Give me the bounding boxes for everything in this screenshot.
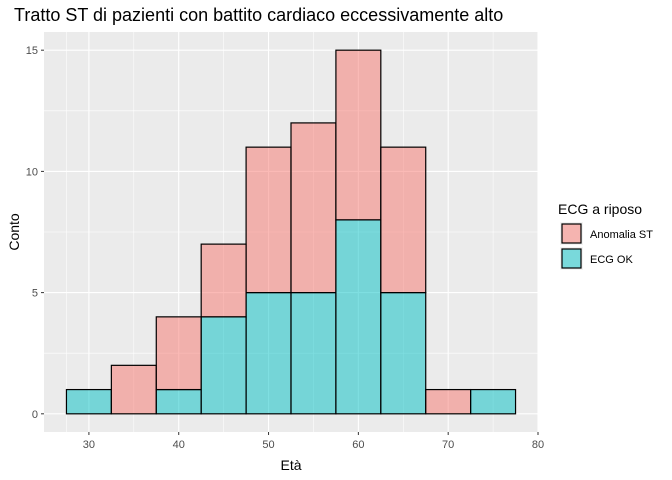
bar-ecg-ok [245, 292, 292, 415]
legend: ECG a riposo Anomalia ST ECG OK [558, 201, 653, 270]
bar-anomalia-st [245, 146, 292, 294]
bar-ecg-ok [335, 219, 382, 415]
y-axis-title: Conto [6, 213, 22, 251]
bar-anomalia-st [335, 49, 382, 221]
y-tick-label: 10 [26, 166, 38, 178]
bar-ecg-ok [290, 292, 337, 415]
y-tick-label: 0 [32, 409, 38, 421]
bar-ecg-ok [65, 388, 112, 415]
y-tick-label: 15 [26, 45, 38, 57]
legend-swatch [561, 223, 582, 244]
bar-anomalia-st [200, 243, 247, 318]
legend-swatch [561, 248, 582, 269]
x-axis-title: Età [280, 457, 301, 473]
x-tick-label: 70 [442, 439, 454, 451]
bar-ecg-ok [200, 316, 247, 415]
x-tick-label: 50 [262, 439, 274, 451]
bar-ecg-ok [470, 388, 517, 415]
y-tick-label: 5 [32, 288, 38, 300]
bar-anomalia-st [290, 122, 337, 294]
x-tick-label: 40 [173, 439, 185, 451]
legend-title: ECG a riposo [558, 201, 642, 217]
bars-layer [65, 49, 517, 415]
bar-anomalia-st [110, 364, 157, 415]
x-axis: 30 40 50 60 70 80 [83, 432, 544, 451]
bar-anomalia-st [425, 388, 472, 415]
bar-ecg-ok [155, 388, 202, 415]
x-tick-label: 60 [352, 439, 364, 451]
bar-ecg-ok [380, 292, 427, 415]
y-axis: 0 5 10 15 [26, 45, 44, 421]
x-tick-label: 30 [83, 439, 95, 451]
chart-title: Tratto ST di pazienti con battito cardia… [14, 5, 503, 25]
legend-label: Anomalia ST [590, 229, 653, 241]
x-tick-label: 80 [532, 439, 544, 451]
legend-label: ECG OK [590, 254, 633, 266]
bar-anomalia-st [380, 146, 427, 294]
bar-anomalia-st [155, 316, 202, 391]
